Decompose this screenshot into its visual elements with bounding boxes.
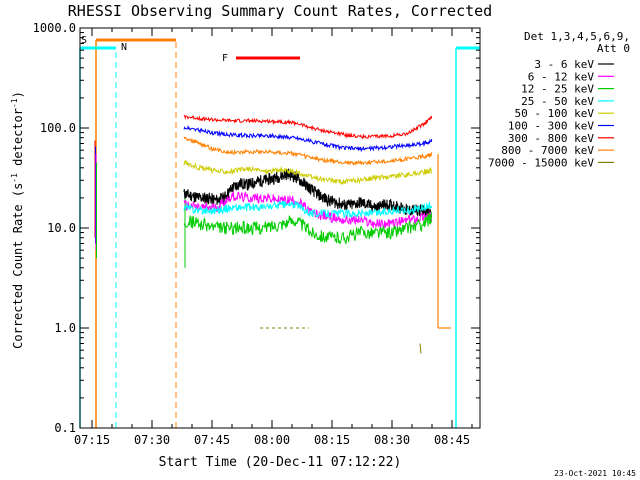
legend-entry-0: 3 - 6 keV — [534, 58, 594, 71]
interval-n-label: N — [121, 42, 127, 53]
series-line-2 — [183, 212, 433, 245]
y-tick-label: 0.1 — [54, 421, 76, 435]
legend-entry-8: 7000 - 15000 keV — [488, 156, 594, 169]
x-tick-label: 07:30 — [134, 433, 170, 447]
series-mark-8-2 — [419, 343, 422, 354]
x-tick-label: 07:45 — [194, 433, 230, 447]
y-tick-label: 1.0 — [54, 321, 76, 335]
x-tick-label: 07:15 — [74, 433, 110, 447]
legend-entry-4: 50 - 100 keV — [515, 107, 595, 120]
interval-s-label: S — [81, 35, 87, 46]
y-axis-label-main: Corrected Count Rate (s — [11, 183, 25, 349]
x-tick-label: 08:15 — [314, 433, 350, 447]
series-line-6 — [183, 114, 433, 140]
y-axis-label-mid: detector — [11, 108, 25, 173]
legend-entry-3: 25 - 50 keV — [521, 95, 594, 108]
series-line-3 — [183, 200, 433, 219]
legend-entry-7: 800 - 7000 keV — [501, 144, 594, 157]
y-axis-label-sup1: -1 — [10, 173, 19, 183]
x-tick-label: 08:00 — [254, 433, 290, 447]
series-line-7 — [183, 136, 433, 167]
axes: 0.1 1.0 10.0 100.0 1000.0 07:15 07:30 07:45 08:0… — [33, 21, 481, 447]
plot-area: S N F — [79, 35, 481, 428]
chart-title: RHESSI Observing Summary Count Rates, Co… — [68, 2, 492, 20]
footer-date: 23-Oct-2021 10:45 — [554, 469, 636, 478]
y-axis-label-sup2: -1 — [10, 98, 19, 108]
y-tick-label: 1000.0 — [33, 21, 76, 35]
svg-text:Corrected Count Rate (s-1 dete: Corrected Count Rate (s-1 detector-1) — [10, 91, 25, 349]
legend-entry-1: 6 - 12 keV — [528, 70, 595, 83]
legend-entry-2: 12 - 25 keV — [521, 83, 594, 96]
y-tick-label: 100.0 — [40, 121, 76, 135]
x-axis-label: Start Time (20-Dec-11 07:12:22) — [159, 455, 402, 470]
x-tick-label: 08:45 — [434, 433, 470, 447]
legend-entry-5: 100 - 300 keV — [508, 120, 594, 133]
legend-entry-6: 300 - 800 keV — [508, 132, 594, 145]
series-line-5 — [183, 124, 433, 153]
legend-header-2: Att 0 — [597, 42, 630, 55]
y-tick-label: 10.0 — [47, 221, 76, 235]
legend-header-1: Det 1,3,4,5,6,9, — [524, 30, 630, 43]
y-axis-label-end: ) — [11, 91, 25, 98]
y-axis-label: Corrected Count Rate (s-1 detector-1) — [10, 91, 25, 349]
series-line-0 — [183, 168, 433, 218]
series-line-4 — [183, 159, 433, 186]
x-tick-label: 08:30 — [374, 433, 410, 447]
series-line-1 — [183, 191, 433, 230]
interval-f-label: F — [222, 53, 228, 64]
